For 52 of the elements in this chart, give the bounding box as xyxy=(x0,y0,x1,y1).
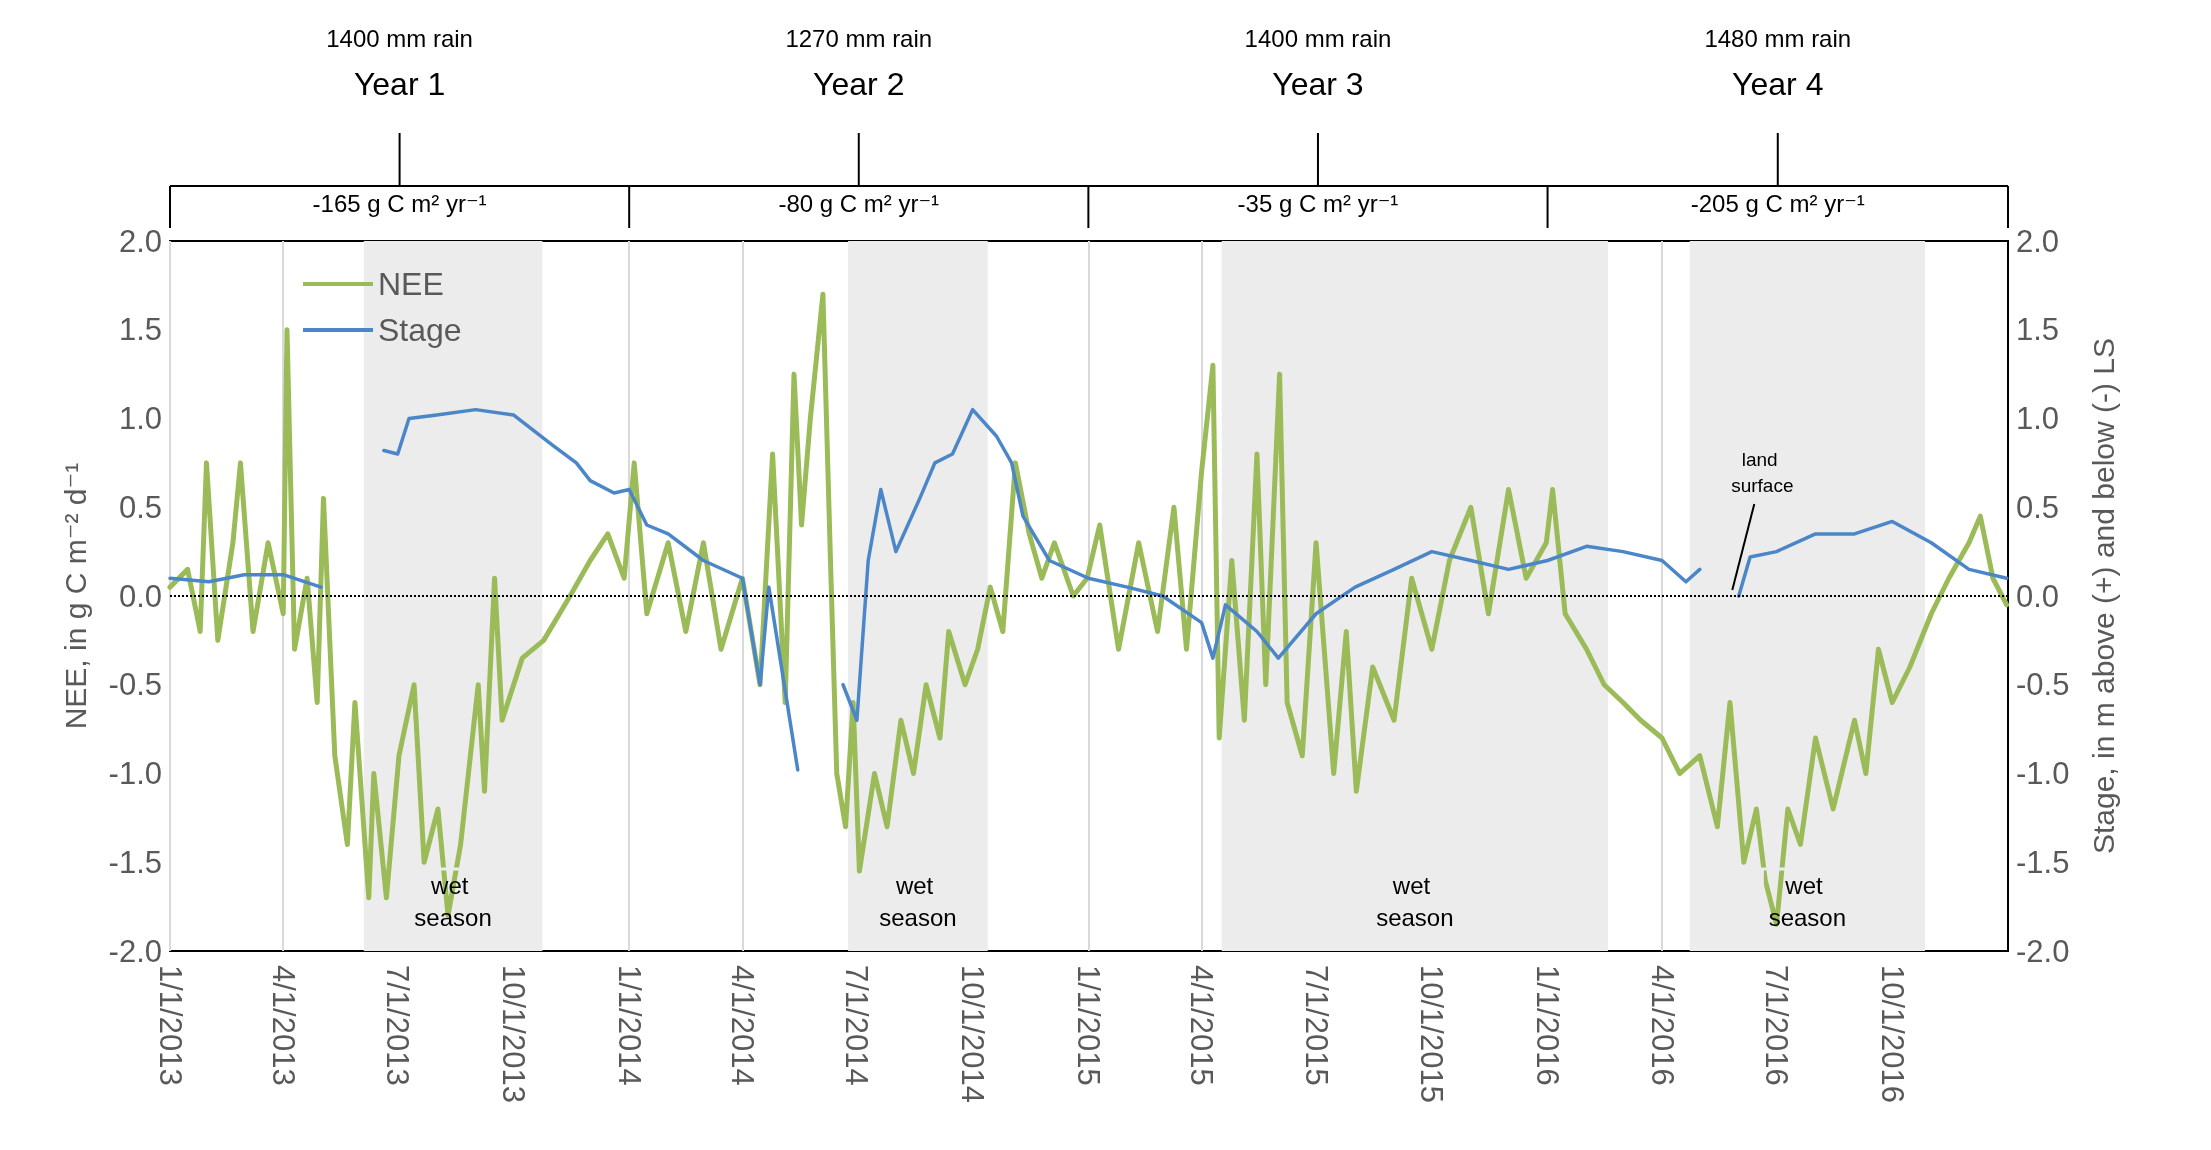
y-tick-label: 1.5 xyxy=(118,312,162,348)
y-tick-label: 0.5 xyxy=(118,489,162,525)
text: -165 g C m² yr⁻¹ xyxy=(312,189,487,217)
band-label: wet season xyxy=(1376,871,1454,931)
y2-tick-label: 1.0 xyxy=(2016,401,2060,436)
x-tick-label: 4/1/2014 xyxy=(724,965,760,1086)
text: -35 g C m² yr⁻¹ xyxy=(1237,189,1399,217)
x-tick-label: 10/1/2013 xyxy=(495,965,531,1103)
y2-tick-label: -1.5 xyxy=(2016,844,2070,880)
x-tick-label: 7/1/2014 xyxy=(839,965,875,1086)
y-tick-label: -1.0 xyxy=(108,756,162,791)
y-tick-label: 1.0 xyxy=(118,401,162,436)
text: 1400 mm rain xyxy=(326,24,473,52)
ref-line-label: land surface xyxy=(1731,448,1794,496)
x-tick-label: 4/1/2015 xyxy=(1184,965,1220,1086)
x-tick-label: 10/1/2016 xyxy=(1874,965,1910,1103)
y2-tick-label: 1.5 xyxy=(2016,312,2060,348)
y-tick-label: -0.5 xyxy=(108,667,162,703)
y-tick-label: 0.0 xyxy=(118,578,162,614)
text: 1480 mm rain xyxy=(1704,24,1852,52)
x-tick-label: 10/1/2015 xyxy=(1414,965,1450,1103)
y2-tick-label: -2.0 xyxy=(2016,933,2070,969)
text: 1270 mm rain xyxy=(785,24,933,52)
y-axis-title: NEE, in g C m⁻² d⁻¹ xyxy=(58,462,92,730)
x-tick-label: 4/1/2013 xyxy=(265,965,301,1086)
x-tick-label: 1/1/2016 xyxy=(1530,965,1566,1086)
y2-tick-label: -0.5 xyxy=(2016,667,2070,703)
y2-tick-label: 0.0 xyxy=(2016,578,2060,614)
text: -205 g C m² yr⁻¹ xyxy=(1690,189,1865,217)
x-tick-label: 4/1/2016 xyxy=(1644,965,1680,1086)
text: 1400 mm rain xyxy=(1244,24,1392,52)
y2-tick-label: -1.0 xyxy=(2016,756,2070,791)
legend-label: NEE xyxy=(378,266,444,302)
text: Year 4 xyxy=(1732,66,1824,102)
x-tick-label: 1/1/2015 xyxy=(1070,965,1106,1086)
band-label: wet season xyxy=(879,871,957,931)
text: -80 g C m² yr⁻¹ xyxy=(778,189,940,217)
x-tick-label: 7/1/2013 xyxy=(380,965,416,1086)
text: Year 3 xyxy=(1272,66,1364,102)
y-tick-label: -1.5 xyxy=(108,844,162,880)
x-tick-label: 10/1/2014 xyxy=(955,965,991,1103)
x-tick-label: 7/1/2016 xyxy=(1759,965,1795,1086)
x-tick-label: 1/1/2014 xyxy=(611,965,647,1086)
y2-tick-label: 2.0 xyxy=(2016,223,2060,259)
y-tick-label: 2.0 xyxy=(118,223,162,259)
y2-axis-title: Stage, in m above (+) and below (-) LS xyxy=(2086,337,2120,855)
x-tick-label: 1/1/2013 xyxy=(152,965,188,1086)
x-tick-label: 7/1/2015 xyxy=(1298,965,1334,1086)
text: Year 1 xyxy=(353,66,446,102)
legend-label: Stage xyxy=(378,312,462,348)
y2-tick-label: 0.5 xyxy=(2016,489,2060,525)
text: Year 2 xyxy=(813,66,905,102)
